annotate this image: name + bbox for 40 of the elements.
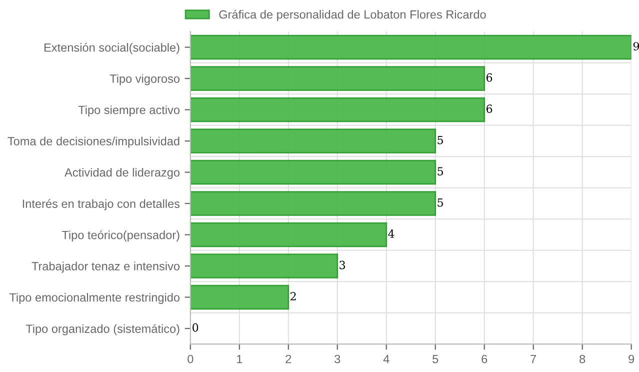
y-tick-label: Tipo emocionalmente restringido bbox=[9, 292, 180, 304]
data-label: 6 bbox=[486, 73, 492, 82]
bar bbox=[190, 222, 388, 248]
x-tick-label: 8 bbox=[580, 354, 586, 364]
data-label: 9 bbox=[633, 42, 639, 50]
data-label: 5 bbox=[438, 136, 443, 144]
x-tick-label: 6 bbox=[482, 354, 488, 364]
bar bbox=[190, 66, 486, 91]
data-label: 4 bbox=[388, 230, 394, 238]
y-tick-label: Tipo vigoroso bbox=[110, 74, 180, 86]
bar bbox=[190, 284, 290, 310]
x-tick-label: 7 bbox=[530, 354, 536, 364]
y-tick-label: Interés en trabajo con detalles bbox=[22, 199, 180, 210]
y-tick-label: Toma de decisiones/impulsividad bbox=[8, 136, 180, 148]
x-tick-label: 4 bbox=[383, 354, 390, 364]
y-tick-label: Actividad de liderazgo bbox=[64, 168, 180, 179]
y-tick-label: Tipo organizado (sistemático) bbox=[26, 324, 180, 336]
x-tick-label: 9 bbox=[628, 354, 634, 364]
y-tick-label: Trabajador tenaz e intensivo bbox=[32, 262, 180, 273]
x-tick-label: 3 bbox=[334, 354, 340, 364]
bar bbox=[190, 191, 436, 216]
data-label: 0 bbox=[192, 323, 198, 332]
data-label: 5 bbox=[438, 167, 443, 176]
x-tick-label: 2 bbox=[286, 354, 292, 364]
y-tick-label: Tipo teórico(pensador) bbox=[62, 230, 180, 242]
bar bbox=[190, 160, 436, 185]
data-label: 5 bbox=[438, 198, 443, 207]
bar bbox=[190, 34, 632, 60]
bar bbox=[190, 97, 486, 122]
x-tick-label: 1 bbox=[237, 354, 242, 364]
x-tick-label: 5 bbox=[432, 354, 438, 364]
data-label: 6 bbox=[486, 104, 492, 113]
data-label: 3 bbox=[340, 260, 346, 270]
data-label: 2 bbox=[290, 292, 296, 300]
legend-label: Gráfica de personalidad de Lobaton Flores Ricardo bbox=[219, 10, 486, 21]
bar bbox=[190, 128, 436, 154]
bar bbox=[190, 254, 338, 278]
x-tick-label: 0 bbox=[188, 354, 194, 364]
y-tick-label: Extensión social(sociable) bbox=[44, 42, 180, 54]
y-tick-label: Tipo siempre activo bbox=[78, 105, 180, 116]
